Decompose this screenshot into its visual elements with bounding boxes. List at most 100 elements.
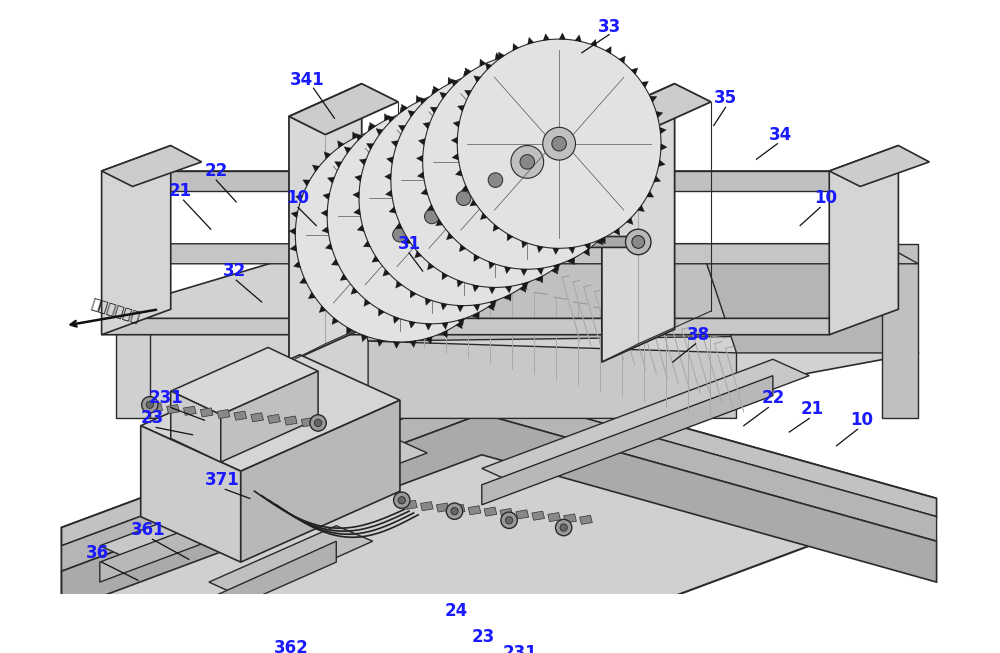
- Polygon shape: [234, 411, 247, 421]
- Polygon shape: [442, 272, 448, 279]
- Circle shape: [520, 155, 535, 169]
- Polygon shape: [364, 299, 370, 306]
- Polygon shape: [543, 34, 550, 40]
- Polygon shape: [441, 330, 447, 338]
- Polygon shape: [369, 122, 376, 130]
- Polygon shape: [141, 355, 400, 471]
- Polygon shape: [480, 213, 487, 219]
- Circle shape: [310, 415, 326, 431]
- Polygon shape: [415, 251, 421, 258]
- Text: 32: 32: [223, 262, 246, 280]
- Polygon shape: [171, 391, 221, 462]
- Polygon shape: [591, 39, 597, 46]
- Polygon shape: [357, 225, 364, 231]
- Polygon shape: [464, 90, 471, 96]
- Polygon shape: [536, 217, 543, 223]
- Polygon shape: [580, 515, 592, 524]
- Polygon shape: [596, 238, 603, 245]
- Polygon shape: [385, 173, 391, 180]
- Polygon shape: [465, 68, 471, 75]
- Polygon shape: [200, 408, 213, 417]
- Circle shape: [511, 146, 544, 178]
- Polygon shape: [416, 123, 423, 130]
- Polygon shape: [525, 108, 532, 116]
- Polygon shape: [559, 33, 566, 39]
- Polygon shape: [638, 205, 644, 212]
- Polygon shape: [595, 147, 602, 153]
- Polygon shape: [493, 225, 499, 231]
- Polygon shape: [293, 261, 300, 268]
- Polygon shape: [62, 371, 937, 653]
- Polygon shape: [363, 241, 370, 247]
- Polygon shape: [436, 503, 449, 512]
- Polygon shape: [575, 62, 581, 69]
- Circle shape: [415, 200, 448, 233]
- Polygon shape: [585, 229, 593, 235]
- Polygon shape: [418, 138, 425, 145]
- Polygon shape: [631, 145, 637, 151]
- Polygon shape: [461, 185, 468, 191]
- Polygon shape: [451, 137, 457, 144]
- Polygon shape: [393, 316, 399, 323]
- Polygon shape: [522, 241, 528, 248]
- Polygon shape: [451, 79, 458, 86]
- Polygon shape: [488, 303, 494, 311]
- Polygon shape: [485, 170, 492, 177]
- Polygon shape: [221, 371, 318, 462]
- Polygon shape: [479, 67, 486, 74]
- Text: 10: 10: [814, 189, 837, 207]
- Polygon shape: [322, 227, 328, 233]
- Circle shape: [552, 136, 566, 151]
- Polygon shape: [484, 507, 497, 516]
- Polygon shape: [534, 233, 541, 240]
- Circle shape: [560, 524, 567, 531]
- Polygon shape: [654, 176, 661, 182]
- Polygon shape: [619, 56, 625, 63]
- Polygon shape: [489, 287, 495, 294]
- Polygon shape: [583, 249, 590, 256]
- Polygon shape: [409, 321, 415, 328]
- Polygon shape: [568, 199, 574, 205]
- Polygon shape: [557, 150, 564, 155]
- Polygon shape: [327, 177, 335, 183]
- Polygon shape: [308, 292, 315, 298]
- Polygon shape: [468, 505, 481, 515]
- Polygon shape: [417, 172, 424, 179]
- Polygon shape: [614, 229, 620, 236]
- Polygon shape: [383, 269, 390, 276]
- Polygon shape: [289, 84, 362, 362]
- Polygon shape: [448, 77, 454, 84]
- Polygon shape: [529, 249, 536, 256]
- Circle shape: [626, 229, 651, 255]
- Circle shape: [632, 236, 645, 248]
- Polygon shape: [427, 204, 434, 211]
- Polygon shape: [553, 248, 559, 255]
- Circle shape: [479, 164, 512, 197]
- Polygon shape: [399, 107, 406, 114]
- Polygon shape: [319, 306, 326, 313]
- Polygon shape: [102, 319, 860, 335]
- Polygon shape: [520, 285, 526, 293]
- Polygon shape: [388, 116, 394, 122]
- Polygon shape: [528, 37, 534, 44]
- Polygon shape: [391, 140, 398, 147]
- Polygon shape: [599, 163, 605, 170]
- Polygon shape: [241, 400, 400, 562]
- Polygon shape: [324, 151, 331, 159]
- Polygon shape: [473, 304, 480, 311]
- Text: 23: 23: [141, 409, 164, 428]
- Polygon shape: [325, 236, 650, 247]
- Polygon shape: [62, 414, 937, 611]
- Text: 22: 22: [205, 162, 228, 180]
- Polygon shape: [458, 319, 464, 326]
- Polygon shape: [425, 324, 432, 330]
- Text: 36: 36: [85, 544, 109, 562]
- Polygon shape: [377, 340, 384, 347]
- Polygon shape: [459, 245, 466, 252]
- Polygon shape: [102, 146, 171, 335]
- Polygon shape: [217, 409, 230, 419]
- Polygon shape: [433, 86, 439, 93]
- Polygon shape: [291, 212, 298, 218]
- Polygon shape: [457, 306, 464, 312]
- Polygon shape: [557, 90, 563, 97]
